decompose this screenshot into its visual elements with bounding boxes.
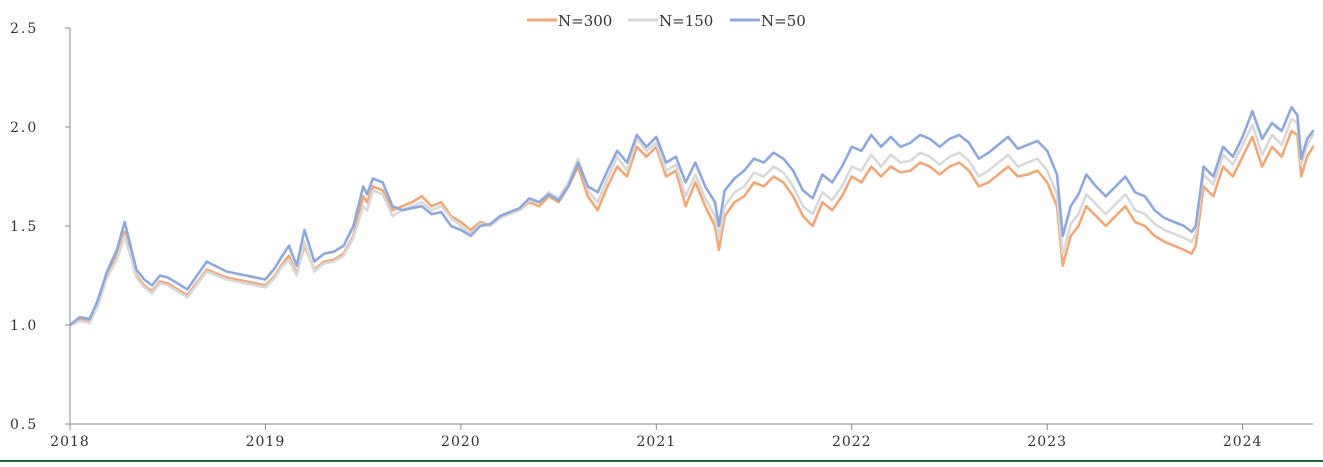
x-tick-label: 2018 bbox=[50, 434, 90, 450]
series-layer bbox=[68, 105, 1315, 327]
legend-label: N=50 bbox=[761, 12, 806, 30]
x-tick-label: 2022 bbox=[832, 434, 872, 450]
y-tick-label: 1.0 bbox=[10, 318, 38, 334]
legend-label: N=150 bbox=[659, 12, 713, 30]
y-tick-label: 2.5 bbox=[10, 21, 38, 37]
y-tick-label: 2.0 bbox=[10, 120, 38, 136]
x-tick-label: 2023 bbox=[1027, 434, 1067, 450]
bottom-border bbox=[0, 460, 1323, 462]
legend-label: N=300 bbox=[558, 12, 612, 30]
x-tick-label: 2024 bbox=[1223, 434, 1263, 450]
x-tick-label: 2020 bbox=[441, 434, 481, 450]
y-tick-label: 1.5 bbox=[10, 219, 38, 235]
series-line-n150 bbox=[68, 117, 1315, 327]
x-tick-label: 2019 bbox=[246, 434, 286, 450]
series-line-n300 bbox=[68, 129, 1315, 327]
x-axis: 2018 2019 2020 2021 2022 2023 2024 bbox=[50, 423, 1313, 450]
y-tick-label: 0.5 bbox=[10, 417, 38, 433]
y-axis: 0.5 1.0 1.5 2.0 2.5 bbox=[10, 21, 71, 433]
legend: N=300 N=150 N=50 bbox=[527, 12, 806, 30]
x-tick-label: 2021 bbox=[637, 434, 677, 450]
series-line-n50 bbox=[68, 105, 1315, 327]
